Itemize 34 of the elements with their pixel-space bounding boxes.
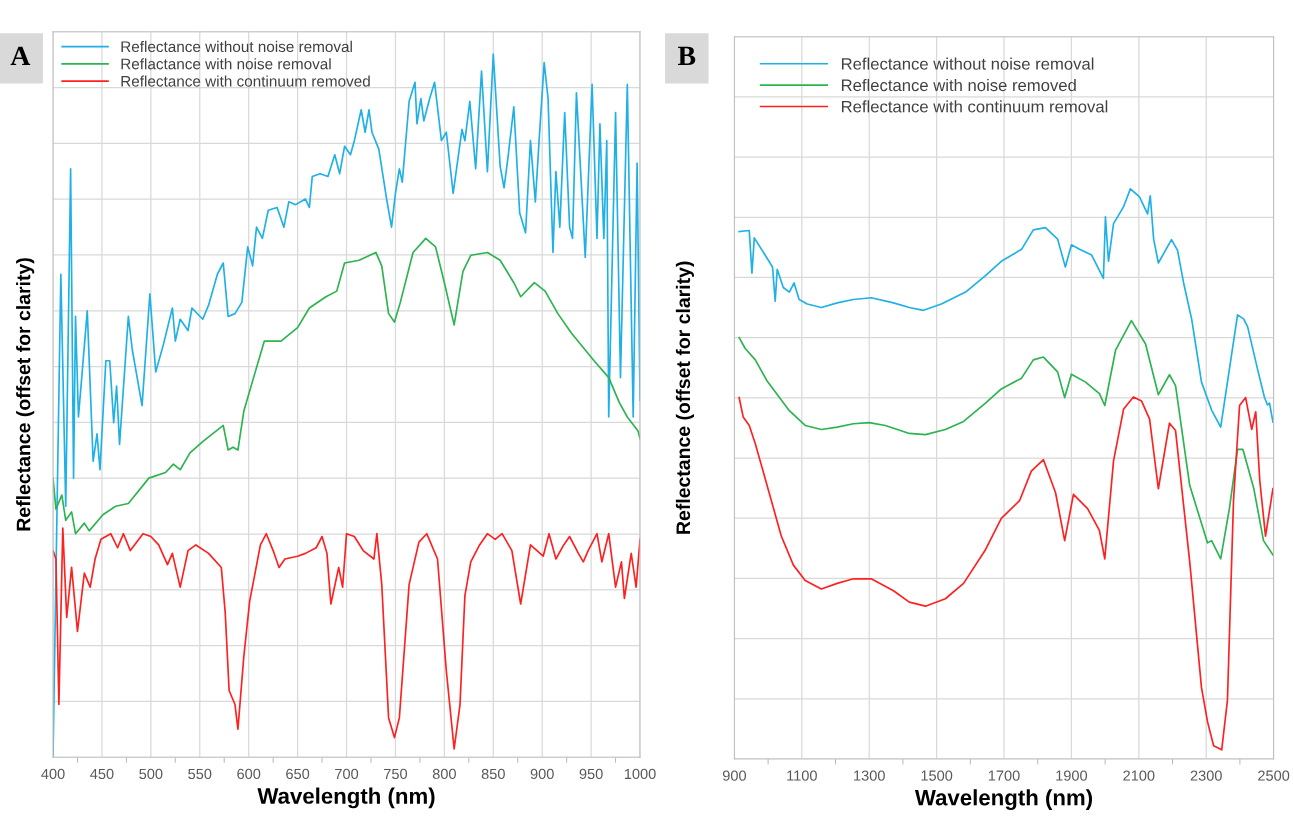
x-tick-label: 1100	[787, 770, 817, 781]
x-tick-label: 450	[90, 768, 114, 780]
x-tick-label: 750	[384, 768, 408, 780]
legend-label: Reflectance with continuum removal	[841, 100, 1108, 113]
chart-title: B	[677, 46, 696, 66]
chart-title: A	[10, 46, 31, 65]
x-tick-label: 700	[335, 768, 359, 780]
x-tick-label: 850	[481, 768, 505, 780]
legend-label: Reflactance with noise removal	[121, 58, 331, 70]
x-axis-title: Wavelength (nm)	[914, 789, 1093, 811]
legend-label: Reflectance without noise removal	[841, 57, 1094, 70]
x-tick-label: 900	[722, 770, 747, 781]
x-tick-label: 900	[530, 768, 554, 780]
y-axis-title: Reflectance (offset for clarity)	[675, 261, 694, 534]
x-tick-label: 950	[579, 768, 603, 780]
x-tick-label: 1900	[1056, 770, 1088, 781]
x-tick-label: 1300	[854, 770, 885, 781]
x-tick-label: 2100	[1123, 770, 1155, 781]
x-tick-label: 1500	[921, 770, 953, 781]
legend-label: Reflectance with noise removed	[841, 78, 1076, 92]
x-tick-label: 1700	[988, 770, 1020, 781]
legend-label: Reflectance with continuum removed	[121, 75, 370, 87]
x-tick-label: 500	[139, 768, 163, 780]
x-tick-label: 800	[432, 768, 456, 780]
y-axis-title: Reflectance (offset for clarity)	[16, 258, 35, 531]
x-tick-label: 650	[286, 768, 310, 780]
x-tick-label: 1000	[624, 768, 656, 780]
x-tick-label: 2300	[1190, 770, 1222, 781]
x-tick-label: 400	[41, 768, 65, 780]
legend-label: Reflectance without noise removal	[121, 40, 352, 53]
x-tick-label: 2500	[1258, 770, 1290, 781]
x-axis-title: Wavelength (nm)	[257, 787, 435, 809]
x-tick-label: 550	[188, 768, 212, 780]
x-tick-label: 600	[237, 768, 261, 780]
